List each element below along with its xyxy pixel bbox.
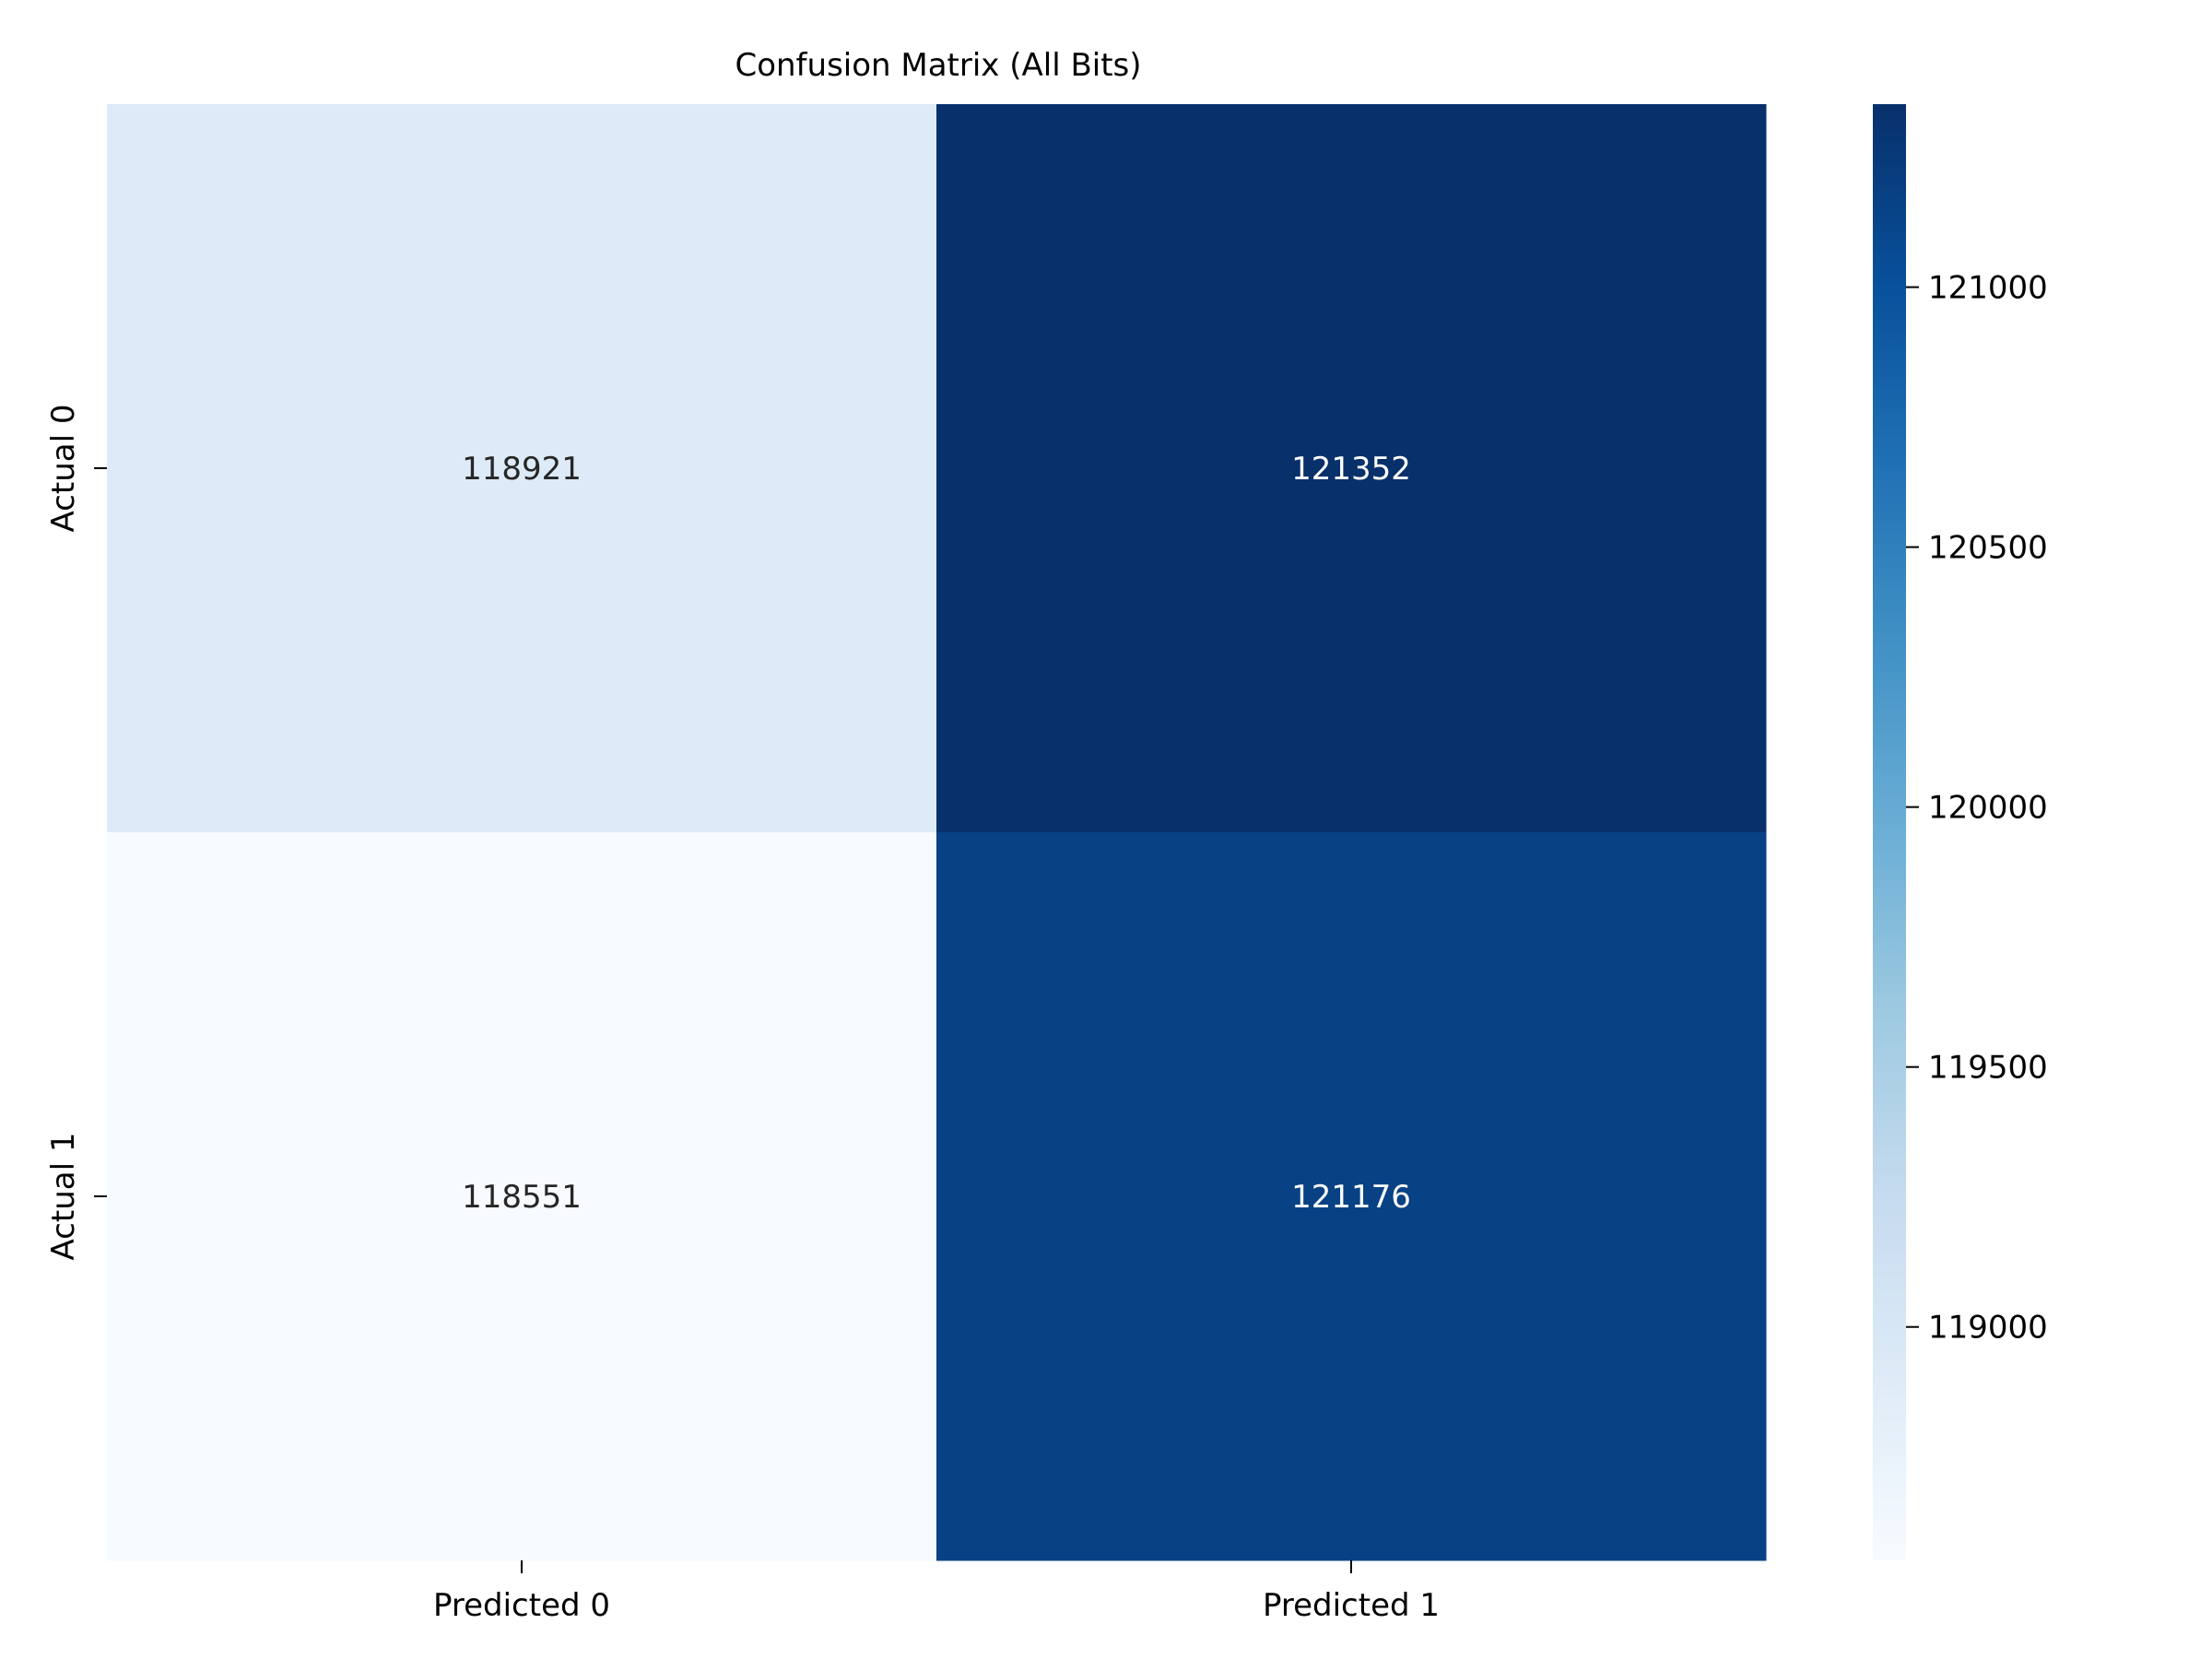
x-axis: Predicted 0 Predicted 1	[433, 1560, 1440, 1624]
colorbar-tick-label: 119000	[1928, 1310, 2048, 1347]
chart-title: Confusion Matrix (All Bits)	[735, 47, 1141, 84]
heatmap-cells	[107, 104, 1767, 1561]
x-tick-label: Predicted 0	[433, 1587, 610, 1624]
cell-value-label: 121352	[1291, 451, 1411, 488]
colorbar-tick-label: 119500	[1928, 1050, 2048, 1087]
x-tick-label: Predicted 1	[1263, 1587, 1440, 1624]
y-tick-label: Actual 1	[45, 1133, 82, 1261]
colorbar	[1873, 104, 1906, 1560]
heatmap-cell-labels: 118921 121352 118551 121176	[462, 451, 1411, 1216]
heatmap-cell-1-1	[936, 832, 1767, 1561]
cell-value-label: 121176	[1291, 1179, 1411, 1216]
heatmap-cell-0-1	[936, 104, 1767, 833]
y-tick-label: Actual 0	[45, 405, 82, 533]
colorbar-tick-label: 120000	[1928, 790, 2048, 827]
heatmap-cell-1-0	[107, 832, 937, 1561]
heatmap-cell-0-0	[107, 104, 937, 833]
cell-value-label: 118551	[462, 1179, 582, 1216]
colorbar-tick-label: 121000	[1928, 270, 2048, 307]
cell-value-label: 118921	[462, 451, 582, 488]
colorbar-axis: 119000 119500 120000 120500 121000	[1906, 270, 2048, 1347]
y-axis: Actual 0 Actual 1	[45, 405, 107, 1261]
colorbar-tick-label: 120500	[1928, 530, 2048, 567]
